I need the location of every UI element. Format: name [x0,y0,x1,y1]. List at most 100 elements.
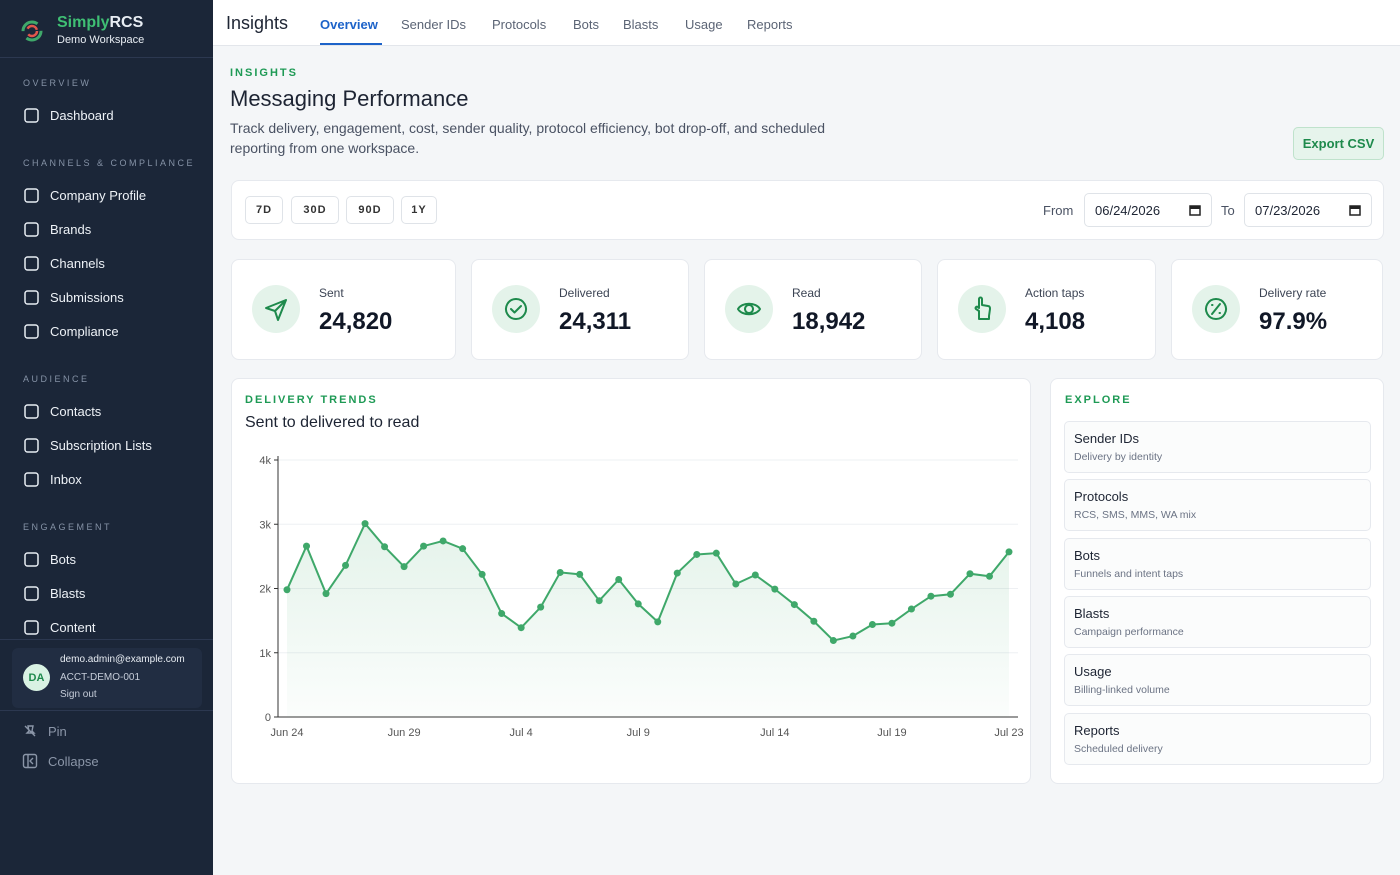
nav-item[interactable]: Contacts [23,403,101,420]
stat-value: 97.9% [1259,308,1328,335]
chart: 0 1k 2k 3k 4k Jun 24 Jun 29 Jul 4 Jul 9 Jul 14 Jul… [259,455,1023,739]
nav-icon [24,438,39,453]
page-title: Messaging Performance [230,86,469,111]
sign-out[interactable]: Sign out [60,689,97,700]
point [342,561,350,569]
point [381,543,389,551]
to-date[interactable]: 07/23/2026 [1244,193,1372,227]
stat-card: Read 18,942 [704,259,922,360]
point [478,570,486,578]
point [576,570,584,578]
tab-underline [320,43,382,45]
nav-item[interactable]: Blasts [23,585,85,602]
point [556,568,564,576]
stat-icon [252,285,300,333]
icon-bg [492,285,540,333]
stat-label: Read [792,286,821,300]
divider [0,57,213,58]
point [498,610,506,618]
explore-subtitle: Scheduled delivery [1074,742,1163,755]
explore-item[interactable]: Protocols RCS, SMS, MMS, WA mix [1064,479,1371,532]
nav-item[interactable]: Compliance [23,323,119,340]
point [712,549,720,557]
range-button[interactable]: 90D [346,196,394,224]
nav-item[interactable]: Company Profile [23,187,146,204]
collapse-label: Collapse [48,753,99,769]
collapse[interactable]: Collapse [22,753,99,769]
tab[interactable]: Blasts [623,17,659,32]
icon-path [265,299,287,321]
brand-part: Simply [57,14,110,31]
nav-label: Subscription Lists [50,438,152,453]
stat-value: 24,820 [319,308,393,335]
nav-item[interactable]: Bots [23,551,76,568]
divider [0,710,213,711]
account[interactable]: DA demo.admin@example.com ACCT-DEMO-001 … [12,648,202,708]
from-date[interactable]: 06/24/2026 [1084,193,1212,227]
point [907,605,915,613]
icon-shape [24,472,39,487]
point [966,570,974,578]
point [985,572,993,580]
topbar-title: Insights [226,13,289,33]
explore-item[interactable]: Blasts Campaign performance [1064,595,1371,648]
nav-label: Compliance [50,324,119,339]
range-button[interactable]: 7D [245,196,283,224]
pin[interactable]: Pin [22,723,67,739]
explore-subtitle: Funnels and intent taps [1074,567,1184,580]
icon-bg [725,285,773,333]
point [868,620,876,628]
point [420,542,428,550]
email: demo.admin@example.com [60,654,185,665]
icon-shape [24,438,39,453]
nav-item[interactable]: Subscription Lists [23,437,152,454]
stat-icon [492,285,540,333]
nav-item[interactable]: Channels [23,255,105,272]
nav-label: Blasts [50,586,86,601]
icon-glyph [1205,298,1227,320]
nav-icon [24,222,39,237]
export-button[interactable]: Export CSV [1293,127,1384,160]
explore-card: EXPLORE Sender IDs Delivery by identity Pr… [1050,378,1384,784]
explore-title: Sender IDs [1074,431,1140,446]
tab[interactable]: Reports [747,17,793,32]
topbar: Insights Overview Sender IDs Protocols Bots… [213,0,1400,46]
tab[interactable]: Protocols [492,17,547,32]
stat-card: Delivered 24,311 [471,259,689,360]
point [361,520,369,528]
tab[interactable]: Bots [573,17,600,32]
eyebrow: INSIGHTS [230,67,298,79]
nav-icon [24,324,39,339]
range-button[interactable]: 1Y [401,196,437,224]
nav-label: Channels [50,256,105,271]
nav-item[interactable]: Inbox [23,471,82,488]
explore-subtitle: Campaign performance [1074,625,1184,638]
nav-item[interactable]: Content [23,619,96,636]
nav-item[interactable]: Brands [23,221,91,238]
nav-item[interactable]: Submissions [23,289,124,306]
point [439,537,447,545]
icon-path [505,298,527,320]
explore-item[interactable]: Usage Billing-linked volume [1064,654,1371,707]
tab[interactable]: Sender IDs [401,17,467,32]
explore-subtitle: RCS, SMS, MMS, WA mix [1074,509,1197,522]
explore-item[interactable]: Bots Funnels and intent taps [1064,537,1371,590]
to-value: 07/23/2026 [1255,202,1321,218]
icon-path [974,296,991,320]
explore-item[interactable]: Reports Scheduled delivery [1064,712,1371,765]
nav-item[interactable]: Dashboard [23,107,114,124]
x-tick-label: Jul 23 [994,727,1023,739]
x-tick-label: Jul 14 [760,727,789,739]
tab[interactable]: Usage [685,17,723,32]
x-tick-label: Jul 4 [510,727,533,739]
point [829,637,837,645]
icon-path [1205,298,1227,320]
point [615,576,623,584]
explore-item[interactable]: Sender IDs Delivery by identity [1064,421,1371,473]
from-value: 06/24/2026 [1095,202,1161,218]
avatar: DA [23,664,50,691]
chart-title: Sent to delivered to read [245,414,420,431]
tab[interactable]: Overview [320,17,378,32]
brand-part: RCS [109,14,144,31]
range-button[interactable]: 30D [291,196,339,224]
